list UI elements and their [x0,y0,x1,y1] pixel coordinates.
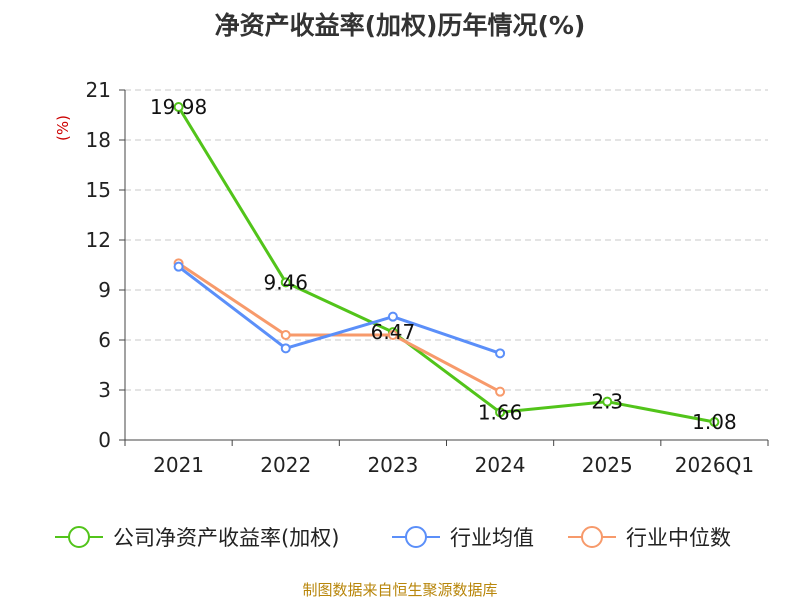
data-label: 2.3 [591,390,623,414]
legend-item-2[interactable]: 行业中位数 [568,526,731,550]
legend[interactable]: 公司净资产收益率(加权) 行业均值 行业中位数 [55,526,731,550]
x-tick-label: 2025 [582,453,633,477]
data-point[interactable] [387,330,398,340]
data-point[interactable] [280,330,291,340]
x-tick-label: 2021 [153,453,204,477]
chart-title: 净资产收益率(加权)历年情况(%) [215,11,586,40]
x-tick-label: 2023 [367,453,418,477]
legend-label: 行业均值 [450,526,534,550]
legend-marker-icon [405,526,427,548]
series-line [177,262,501,393]
y-tick-label: 6 [98,328,111,352]
axes: 0 3 6 9 12 15 18 21 2021 2022 2023 2024 2025 2026Q1 [86,78,769,477]
series-0 [173,102,720,427]
data-label: 19.98 [150,95,207,119]
series-2 [173,258,506,397]
source-note: 制图数据来自恒生聚源数据库 [302,581,497,599]
legend-label: 行业中位数 [626,526,731,550]
x-tick-label: 2022 [260,453,311,477]
y-tick-label: 9 [98,278,111,302]
grid [125,89,768,391]
data-label: 9.46 [263,270,308,294]
y-tick-label: 3 [98,378,111,402]
y-tick-label: 0 [98,428,111,452]
data-point[interactable] [495,348,506,359]
x-tick-label: 2024 [475,453,526,477]
legend-marker-icon [581,526,603,548]
data-label: 1.08 [692,410,737,434]
y-tick-label: 12 [86,228,111,252]
legend-item-1[interactable]: 行业均值 [392,526,534,550]
legend-marker-icon [68,526,90,548]
legend-item-0[interactable]: 公司净资产收益率(加权) [55,526,339,550]
series-line [177,106,715,424]
data-point[interactable] [173,261,184,272]
data-point[interactable] [709,417,720,427]
y-tick-label: 18 [86,128,111,152]
data-label: 6.47 [371,320,416,344]
series [173,102,720,427]
y-tick-label: 21 [86,78,111,102]
data-point[interactable] [602,396,613,407]
y-tick-label: 15 [86,178,111,202]
data-label: 1.66 [478,400,523,424]
legend-label: 公司净资产收益率(加权) [113,526,339,550]
series-line [177,265,501,355]
data-point[interactable] [173,102,184,112]
data-labels: 19.98 9.46 6.47 1.66 2.3 1.08 [150,95,737,434]
x-tick-label: 2026Q1 [675,453,754,477]
data-point[interactable] [387,311,398,322]
series-1 [173,261,506,359]
y-axis-label: (%) [54,115,72,141]
data-point[interactable] [495,386,506,397]
data-point[interactable] [280,343,291,354]
data-point[interactable] [280,277,291,288]
data-point[interactable] [495,407,506,418]
